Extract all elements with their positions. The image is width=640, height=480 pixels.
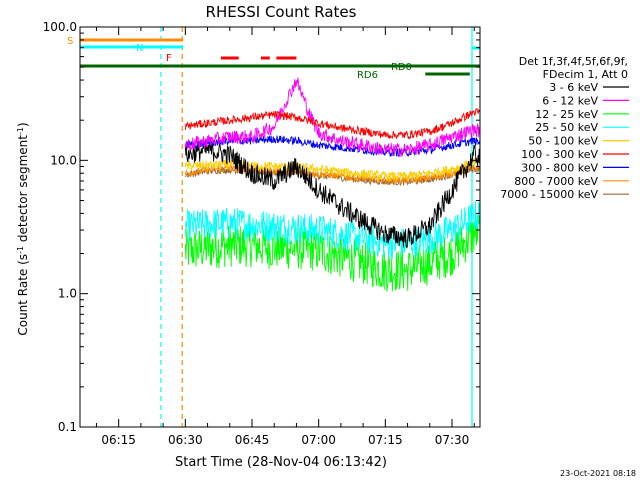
y-axis-label-sup2: -1 (16, 127, 25, 135)
series-line-5 (184, 107, 480, 140)
legend-label-3: 25 - 50 keV (535, 121, 598, 134)
series-line-3 (184, 200, 480, 259)
legend: Det 1f,3f,4f,5f,6f,9f, FDecim 1, Att 0 3… (500, 55, 629, 201)
y-axis-label-mid: detector segment (16, 135, 30, 246)
y-tick-label-1: 1.0 (58, 287, 77, 301)
x-tick-label-5: 07:30 (435, 433, 470, 447)
x-tick-label-3: 07:00 (301, 433, 336, 447)
y-axis-label: Count Rate (s-1 detector segment-1) (16, 122, 31, 335)
legend-label-1: 6 - 12 keV (542, 94, 598, 107)
y-tick-label-2: 10.0 (50, 153, 77, 167)
y-axis-label-sup1: -1 (16, 246, 25, 254)
legend-label-4: 50 - 100 keV (528, 135, 598, 148)
legend-header-line-2: FDecim 1, Att 0 (543, 68, 628, 81)
plot-content (80, 27, 480, 427)
annotation-rd0: RD0 (391, 62, 412, 73)
plot-area: S N F RD0 RD6 (67, 27, 480, 427)
y-axis-label-end: ) (16, 122, 30, 127)
y-axis-label-main: Count Rate (s (16, 254, 30, 336)
x-tick-label-0: 06:15 (101, 433, 136, 447)
legend-label-7: 800 - 7000 keV (514, 175, 598, 188)
chart-title: RHESSI Count Rates (206, 3, 357, 21)
annotation-s: S (67, 36, 73, 47)
y-axis: 0.1 1.0 10.0 100.0 (43, 20, 480, 434)
timestamp: 23-Oct-2021 08:18 (560, 469, 636, 478)
legend-label-0: 3 - 6 keV (549, 81, 598, 94)
y-tick-label-3: 100.0 (43, 20, 77, 34)
series-line-0 (184, 140, 480, 249)
x-axis-label: Start Time (28-Nov-04 06:13:42) (175, 455, 387, 470)
x-tick-label-1: 06:30 (168, 433, 203, 447)
series-line-7 (184, 163, 480, 185)
legend-label-8: 7000 - 15000 keV (500, 188, 598, 201)
legend-label-6: 300 - 800 keV (521, 161, 598, 174)
legend-label-2: 12 - 25 keV (535, 108, 598, 121)
x-axis: 06:15 06:30 06:45 07:00 07:15 07:30 (95, 27, 475, 447)
plot-frame (79, 26, 481, 428)
series-line-1 (184, 77, 480, 158)
x-tick-label-4: 07:15 (368, 433, 403, 447)
annotation-rd6: RD6 (357, 70, 378, 81)
annotation-f: F (166, 53, 172, 64)
y-tick-label-0: 0.1 (58, 420, 77, 434)
x-tick-label-2: 06:45 (235, 433, 270, 447)
legend-label-5: 100 - 300 keV (521, 148, 598, 161)
annotation-n: N (136, 43, 143, 54)
legend-header-line-1: Det 1f,3f,4f,5f,6f,9f, (519, 55, 628, 68)
